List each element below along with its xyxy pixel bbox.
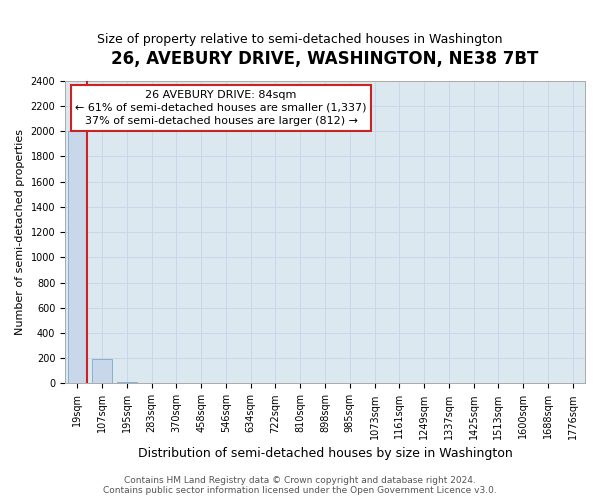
Bar — [142, 383, 161, 384]
Text: Size of property relative to semi-detached houses in Washington: Size of property relative to semi-detach… — [97, 32, 503, 46]
X-axis label: Distribution of semi-detached houses by size in Washington: Distribution of semi-detached houses by … — [137, 447, 512, 460]
Title: 26, AVEBURY DRIVE, WASHINGTON, NE38 7BT: 26, AVEBURY DRIVE, WASHINGTON, NE38 7BT — [112, 50, 539, 68]
Y-axis label: Number of semi-detached properties: Number of semi-detached properties — [15, 129, 25, 335]
Text: 26 AVEBURY DRIVE: 84sqm
← 61% of semi-detached houses are smaller (1,337)
37% of: 26 AVEBURY DRIVE: 84sqm ← 61% of semi-de… — [75, 90, 367, 126]
Bar — [92, 358, 112, 384]
Bar — [68, 131, 88, 384]
Bar — [117, 382, 137, 384]
Text: Contains HM Land Registry data © Crown copyright and database right 2024.
Contai: Contains HM Land Registry data © Crown c… — [103, 476, 497, 495]
